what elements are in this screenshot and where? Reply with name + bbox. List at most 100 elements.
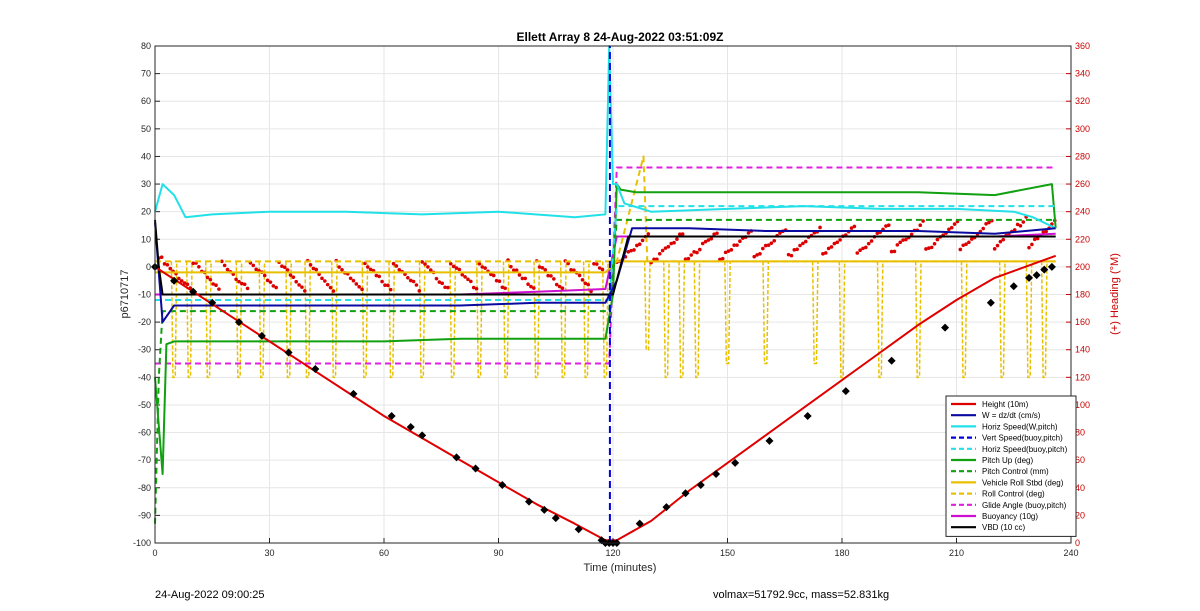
roll-control-spike [388, 261, 396, 379]
heading-point [818, 225, 822, 230]
heading-point [411, 279, 416, 284]
dive-marker [803, 411, 812, 420]
roll-control-spike [205, 261, 212, 379]
heading-point [580, 278, 585, 282]
heading-point [360, 287, 364, 292]
heading-point [720, 256, 725, 261]
heading-point [935, 237, 940, 242]
heading-point [875, 231, 880, 236]
heading-point [852, 224, 857, 229]
legend-label: Pitch Up (deg) [982, 456, 1033, 465]
heading-point [969, 237, 974, 241]
heading-point [947, 227, 951, 232]
roll-control-spike [914, 261, 922, 379]
heading-point [886, 223, 891, 228]
heading-point [792, 248, 797, 252]
roll-control-spike [475, 261, 483, 379]
heading-point [491, 273, 496, 278]
heading-point [159, 255, 164, 260]
heading-point [689, 253, 694, 257]
heading-point [477, 262, 482, 266]
heading-point [268, 280, 273, 284]
dive-marker [635, 519, 644, 528]
dive-marker [311, 365, 320, 374]
heading-point [1021, 220, 1026, 224]
y2-tick-label: 0 [1075, 538, 1080, 548]
heading-point [509, 264, 513, 269]
heading-point [380, 279, 384, 284]
heading-point [523, 276, 528, 281]
heading-point [901, 238, 905, 242]
roll-control-spike [876, 261, 884, 379]
roll-control-spike [724, 261, 731, 365]
y-tick-label: 10 [141, 234, 151, 244]
roll-control-spike [601, 261, 609, 379]
dive-marker [170, 276, 179, 285]
y-tick-label: 60 [141, 96, 151, 106]
legend-label: Vehicle Roll Stbd (deg) [982, 478, 1064, 487]
chart-title: Ellett Array 8 24-Aug-2022 03:51:09Z [517, 30, 724, 44]
heading-point [483, 266, 487, 270]
heading-point [967, 240, 971, 245]
y-tick-label: -60 [138, 428, 151, 438]
dive-marker [731, 458, 740, 467]
heading-point [801, 241, 805, 246]
y2-tick-label: 300 [1075, 124, 1090, 134]
legend: Height (10m) W = dz/dt (cm/s) Horiz Speed(… [945, 395, 1077, 537]
x-tick-label: 60 [379, 548, 389, 558]
heading-point [626, 250, 631, 254]
heading-point [537, 265, 542, 269]
roll-control-spike [838, 261, 846, 379]
y2-tick-label: 240 [1075, 207, 1090, 217]
heading-point [460, 273, 465, 277]
x-tick-label: 150 [720, 548, 735, 558]
heading-point [191, 261, 195, 266]
heading-point [540, 266, 545, 270]
heading-point [712, 232, 716, 236]
heading-point [365, 265, 370, 269]
heading-point [1035, 236, 1040, 241]
y2-tick-label: 80 [1075, 428, 1085, 438]
heading-point [1001, 237, 1006, 242]
heading-point [698, 247, 702, 252]
roll-control-spike [811, 261, 819, 365]
roll-control-spike [449, 261, 457, 379]
heading-point [758, 252, 762, 256]
heading-point [526, 282, 530, 287]
heading-point [735, 243, 739, 247]
y-tick-label: 40 [141, 151, 151, 161]
heading-point [849, 226, 854, 230]
legend-label: Glide Angle (buoy,pitch) [982, 501, 1067, 510]
heading-point [554, 282, 559, 287]
roll-control-spike [418, 261, 426, 379]
heading-point [858, 248, 862, 252]
heading-point [577, 273, 582, 278]
heading-point [265, 278, 270, 283]
heading-point [474, 286, 479, 291]
heading-point [417, 289, 422, 293]
heading-point [769, 241, 774, 245]
heading-point [560, 286, 565, 291]
dive-marker [551, 514, 560, 523]
heading-point [663, 246, 668, 250]
heading-point [1030, 242, 1034, 247]
heading-point [497, 279, 502, 284]
heading-point [557, 284, 562, 289]
heading-point [861, 246, 865, 251]
dive-marker [284, 348, 293, 357]
y2-tick-label: 160 [1075, 317, 1090, 327]
heading-point [726, 249, 731, 253]
heading-point [520, 276, 525, 281]
heading-point [423, 262, 427, 266]
heading-point [803, 239, 808, 244]
heading-point [895, 243, 900, 247]
x-tick-label: 210 [949, 548, 964, 558]
y2-tick-labels: 3603403203002802602402202001801601401201… [1075, 41, 1090, 548]
heading-point [217, 287, 221, 291]
y-tick-label: -40 [138, 372, 151, 382]
heading-point [463, 275, 467, 279]
heading-point [755, 253, 759, 257]
roll-control-spike [559, 261, 567, 379]
heading-point [738, 239, 742, 244]
